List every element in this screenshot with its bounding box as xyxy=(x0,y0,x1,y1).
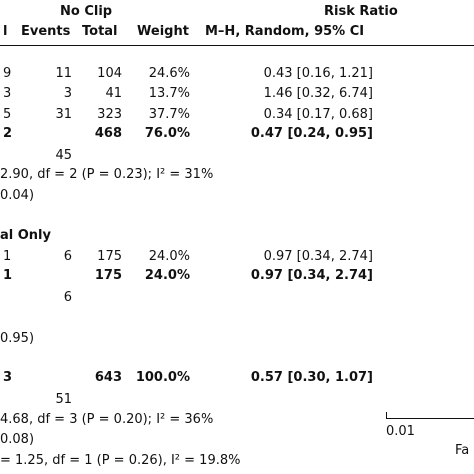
sg1-row2-ci: 1.46 [0.32, 6.74] xyxy=(263,86,373,101)
sg2-overall-effect: 0.95) xyxy=(0,331,35,346)
sg1-subtotal-weight: 76.0% xyxy=(144,126,190,141)
total-left: 3 xyxy=(3,370,13,385)
sg2-subtotal-ci: 0.97 [0.34, 2.74] xyxy=(250,268,373,283)
sg1-subtotal-ci: 0.47 [0.24, 0.95] xyxy=(250,126,373,141)
axis-line xyxy=(386,418,474,419)
sg1-row3-total: 323 xyxy=(97,107,122,122)
header-group-no-clip: No Clip xyxy=(60,4,113,19)
sg1-row3-events: 31 xyxy=(55,107,72,122)
sg1-heterogeneity: 2.90, df = 2 (P = 0.23); I² = 31% xyxy=(0,167,214,182)
sg2-row1-total: 175 xyxy=(97,249,122,264)
sg1-row1-weight: 24.6% xyxy=(148,66,190,81)
sg1-row1-left: 9 xyxy=(3,66,12,81)
sg1-row3-ci: 0.34 [0.17, 0.68] xyxy=(263,107,373,122)
sg1-row1-total: 104 xyxy=(97,66,122,81)
header-col-total: Total xyxy=(82,24,118,39)
sg1-row1-ci: 0.43 [0.16, 1.21] xyxy=(263,66,373,81)
sg2-subtotal-left: 1 xyxy=(3,268,13,283)
sg1-subtotal-left: 2 xyxy=(3,126,13,141)
sg1-subtotal-total: 468 xyxy=(94,126,122,141)
sg1-overall-effect: 0.04) xyxy=(0,188,35,203)
sg2-title: al Only xyxy=(0,228,51,243)
sg2-row1-ci: 0.97 [0.34, 2.74] xyxy=(263,249,373,264)
header-col-weight: Weight xyxy=(137,24,189,39)
total-ci: 0.57 [0.30, 1.07] xyxy=(250,370,373,385)
header-col-method: M–H, Random, 95% CI xyxy=(205,24,365,39)
sg1-row3-weight: 37.7% xyxy=(148,107,190,122)
total-total: 643 xyxy=(94,370,122,385)
sg2-subtotal-total: 175 xyxy=(94,268,122,283)
sg1-row1-events: 11 xyxy=(55,66,72,81)
axis-tick-label-001: 0.01 xyxy=(386,424,415,439)
header-rule xyxy=(0,45,474,46)
total-events-total: 51 xyxy=(55,392,72,407)
axis-tick-001 xyxy=(386,412,387,419)
header-group-risk-ratio: Risk Ratio xyxy=(324,4,398,19)
sg2-row1-events: 6 xyxy=(63,249,72,264)
sg2-events-total: 6 xyxy=(63,290,72,305)
sg1-events-total: 45 xyxy=(55,148,72,163)
sg1-row3-left: 5 xyxy=(3,107,12,122)
total-weight: 100.0% xyxy=(135,370,190,385)
sg1-row2-weight: 13.7% xyxy=(148,86,190,101)
total-overall-effect: 0.08) xyxy=(0,432,35,447)
sg2-subtotal-weight: 24.0% xyxy=(144,268,190,283)
total-subgroup-diff: = 1.25, df = 1 (P = 0.26), I² = 19.8% xyxy=(0,453,241,468)
header-col-fragment: l xyxy=(3,24,8,39)
sg1-row2-total: 41 xyxy=(105,86,122,101)
sg1-row2-left: 3 xyxy=(3,86,12,101)
sg1-row2-events: 3 xyxy=(63,86,72,101)
total-heterogeneity: 4.68, df = 3 (P = 0.20); I² = 36% xyxy=(0,412,214,427)
header-col-events: Events xyxy=(21,24,71,39)
sg2-row1-left: 1 xyxy=(3,249,12,264)
axis-label-fragment: Fa xyxy=(455,443,470,458)
sg2-row1-weight: 24.0% xyxy=(148,249,190,264)
